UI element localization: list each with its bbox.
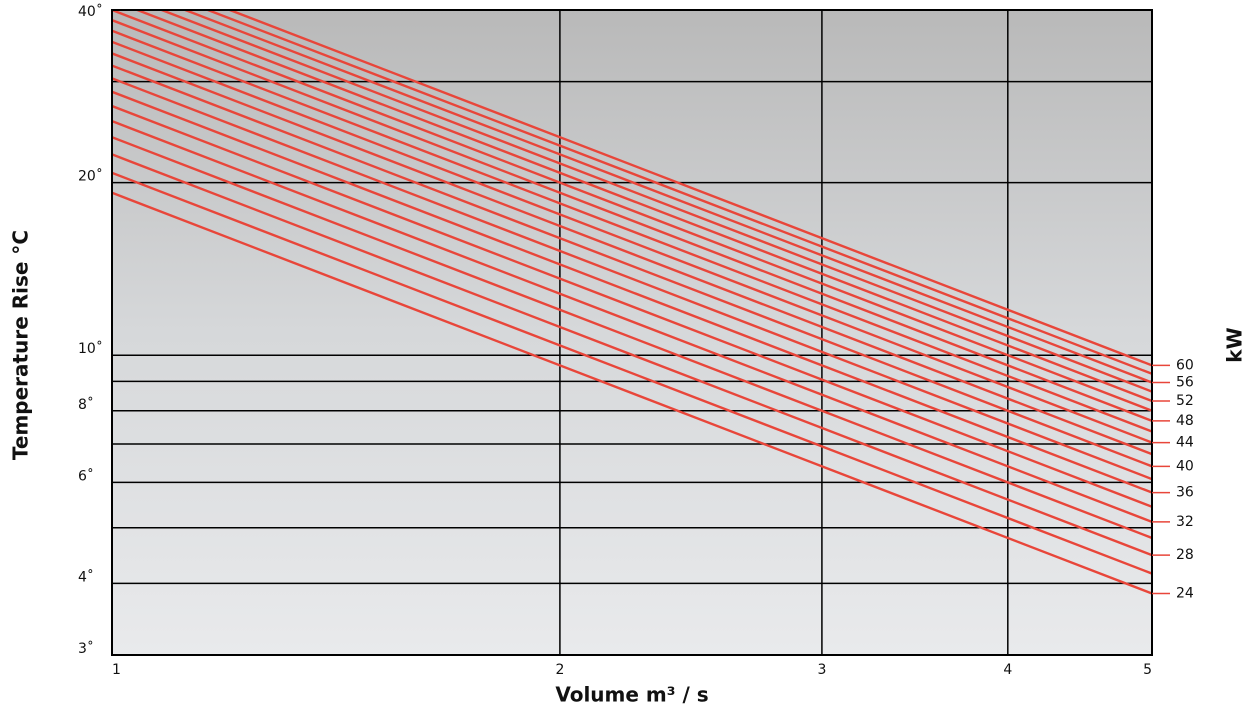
series-label: 36 [1176,485,1194,501]
x-axis-title: Volume m³ / s [555,683,708,707]
x-tick-label: 5 [1143,662,1152,678]
series-label: 48 [1176,413,1194,429]
y-tick-label: 40˚ [78,3,103,20]
y-axis-title: Temperature Rise °C [9,230,33,460]
y-tick-label: 8˚ [78,396,94,413]
y-tick-label: 6˚ [78,467,94,484]
series-label: 24 [1176,586,1194,602]
y-tick-label: 10˚ [78,340,103,357]
y-tick-label: 20˚ [78,168,103,185]
series-label: 56 [1176,375,1194,391]
x-tick-label: 3 [817,662,826,678]
x-tick-label: 2 [555,662,564,678]
series-label: 28 [1176,547,1194,563]
y-tick-label: 4˚ [78,568,94,585]
y-tick-label: 3˚ [78,640,94,657]
series-label: 52 [1176,393,1194,409]
x-tick-label: 4 [1003,662,1012,678]
x-tick-label: 1 [112,662,121,678]
series-label: 44 [1176,435,1194,451]
y2-axis-title: kW [1223,327,1247,362]
series-label: 60 [1176,357,1194,373]
chart: 1 2 3 4 5 3˚ 4˚ 6˚ 8˚ 10˚ 20˚ 40˚ 24 28 32 36 40 44 48 52 56… [0,0,1250,713]
series-label: 40 [1176,458,1194,474]
series-label: 32 [1176,514,1194,530]
